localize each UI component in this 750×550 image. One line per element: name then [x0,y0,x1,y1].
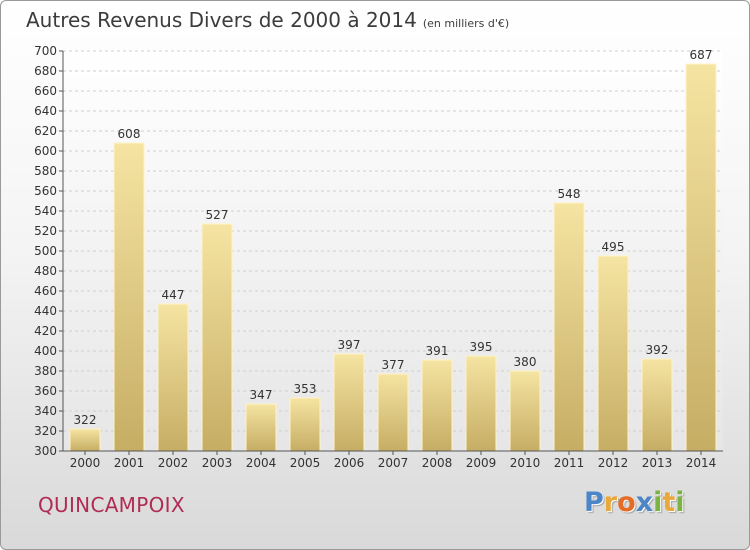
town-name: QUINCAMPOIX [38,493,185,517]
bar-2004 [245,403,277,452]
y-tick-label: 400 [34,344,57,358]
x-tick-label: 2004 [246,456,277,470]
x-tick-label: 2007 [378,456,409,470]
bar-2006 [333,353,365,452]
bar-2011 [553,202,585,452]
data-label: 391 [426,344,449,358]
data-label: 447 [162,288,185,302]
chart-subtitle: (en milliers d'€) [422,17,510,30]
bar-2003 [201,223,233,452]
x-tick-label: 2002 [158,456,189,470]
logo-letter: o [617,487,636,518]
y-tick-label: 440 [34,304,57,318]
data-label: 548 [558,187,581,201]
y-tick-label: 520 [34,224,57,238]
y-tick-label: 380 [34,364,57,378]
y-tick-label: 540 [34,204,57,218]
data-label: 322 [74,413,97,427]
x-tick-label: 2003 [202,456,233,470]
data-label: 395 [470,340,493,354]
x-tick-label: 2009 [466,456,497,470]
bar-2008 [421,359,453,452]
bar-2002 [157,303,189,452]
y-tick-label: 340 [34,404,57,418]
x-tick-label: 2000 [70,456,101,470]
y-tick-label: 320 [34,424,57,438]
y-tick-label: 660 [34,84,57,98]
y-tick-label: 300 [34,444,57,458]
bar-2000 [69,428,101,452]
x-tick-label: 2014 [686,456,717,470]
x-tick-label: 2013 [642,456,673,470]
data-label: 608 [118,127,141,141]
data-label: 347 [250,388,273,402]
bar-2005 [289,397,321,452]
y-tick-label: 460 [34,284,57,298]
bar-2013 [641,358,673,452]
logo-letter: P [584,487,604,518]
data-label: 377 [382,358,405,372]
logo-letter: r [603,487,618,518]
y-tick-label: 480 [34,264,57,278]
x-tick-label: 2006 [334,456,365,470]
proxiti-logo: Proxiti [584,487,685,518]
x-tick-label: 2010 [510,456,541,470]
data-label: 392 [646,343,669,357]
data-label: 353 [294,382,317,396]
data-label: 687 [690,48,713,62]
y-tick-label: 580 [34,164,57,178]
data-label: 380 [514,355,537,369]
bar-2014 [685,63,717,452]
y-tick-label: 620 [34,124,57,138]
bar-2009 [465,355,497,452]
logo-letter: i [653,487,663,518]
logo-letter: x [635,487,654,518]
y-tick-label: 500 [34,244,57,258]
logo-letter: t [662,487,676,518]
y-tick-label: 640 [34,104,57,118]
x-tick-label: 2011 [554,456,585,470]
x-tick-label: 2001 [114,456,145,470]
y-tick-label: 560 [34,184,57,198]
y-tick-label: 420 [34,324,57,338]
chart-title-text: Autres Revenus Divers de 2000 à 2014 [26,8,417,32]
y-tick-label: 360 [34,384,57,398]
logo-letter: i [675,487,685,518]
bar-2007 [377,373,409,452]
data-label: 527 [206,208,229,222]
data-label: 397 [338,338,361,352]
bar-2012 [597,255,629,452]
x-tick-label: 2005 [290,456,321,470]
bar-2001 [113,142,145,452]
bar-2010 [509,370,541,452]
x-tick-label: 2008 [422,456,453,470]
y-tick-label: 700 [34,44,57,58]
y-tick-label: 600 [34,144,57,158]
x-tick-label: 2012 [598,456,629,470]
data-label: 495 [602,240,625,254]
y-tick-label: 680 [34,64,57,78]
chart-title: Autres Revenus Divers de 2000 à 2014 (en … [26,8,509,32]
